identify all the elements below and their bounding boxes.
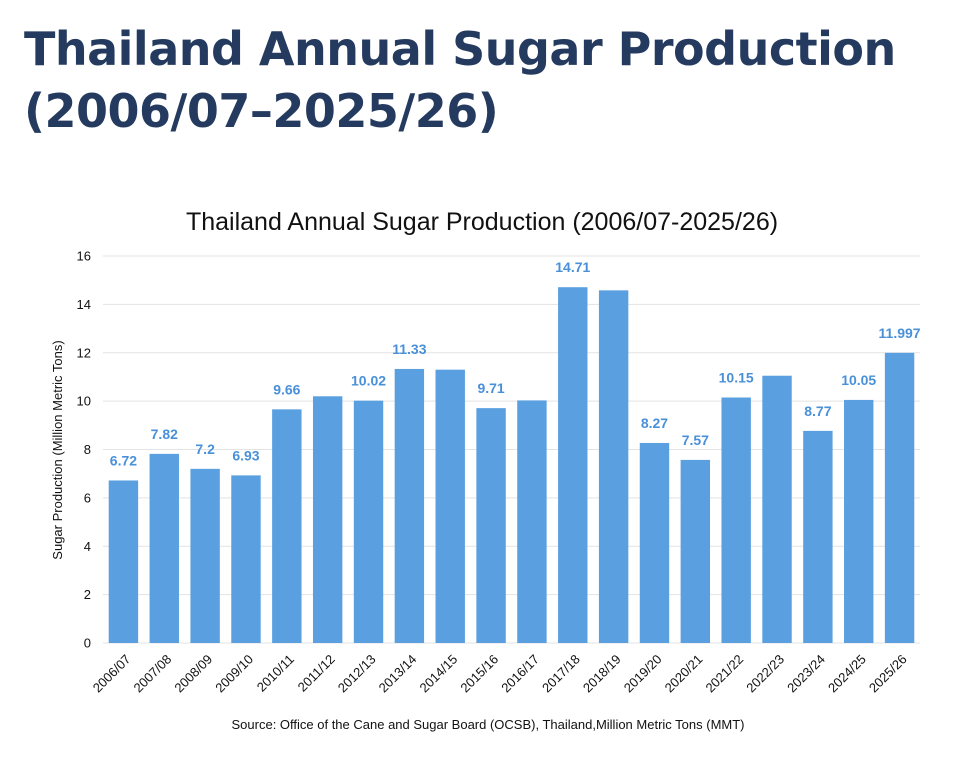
page-heading: Thailand Annual Sugar Production (2006/0… (24, 18, 944, 142)
bar (149, 453, 179, 643)
bar (272, 409, 302, 643)
y-tick-label: 6 (84, 490, 91, 505)
x-tick-label: 2010/11 (254, 652, 297, 695)
bar (680, 459, 711, 643)
x-tick-label: 2017/18 (539, 652, 583, 696)
source-note: Source: Office of the Cane and Sugar Boa… (232, 717, 745, 732)
data-label: 14.71 (555, 259, 590, 275)
data-label: 11.33 (392, 341, 426, 357)
y-axis-ticks: 0 2 4 6 8 10 12 14 16 (77, 249, 91, 651)
page-heading-line1: Thailand Annual Sugar Production (24, 22, 896, 76)
data-label: 11.997 (879, 325, 921, 341)
data-label: 9.71 (477, 380, 504, 396)
gridlines (103, 255, 920, 644)
x-tick-label: 2006/07 (90, 652, 134, 696)
data-label: 8.27 (641, 415, 668, 431)
data-label: 7.57 (682, 432, 709, 448)
y-tick-label: 2 (84, 587, 91, 602)
bar (884, 352, 915, 643)
y-tick-label: 16 (77, 249, 91, 264)
bar (517, 400, 547, 643)
bar (721, 397, 751, 643)
bar (353, 400, 384, 643)
x-tick-label: 2009/10 (212, 652, 256, 696)
bar (639, 442, 670, 643)
x-axis-ticks: 2006/072007/082008/092009/102010/112011/… (90, 652, 910, 696)
y-tick-label: 14 (77, 297, 91, 312)
data-label: 7.2 (195, 441, 215, 457)
x-tick-label: 2008/09 (171, 652, 215, 696)
x-tick-label: 2019/20 (621, 652, 665, 696)
bar (435, 369, 465, 643)
bar (394, 368, 425, 643)
bar (558, 287, 588, 643)
bar (762, 375, 792, 643)
bar (803, 430, 833, 643)
x-tick-label: 2007/08 (131, 652, 175, 696)
y-axis-title: Sugar Production (Million Metric Tons) (50, 340, 65, 559)
x-tick-label: 2015/16 (457, 652, 501, 696)
x-tick-label: 2016/17 (498, 652, 542, 696)
y-tick-label: 12 (77, 345, 91, 360)
x-tick-label: 2012/13 (335, 652, 379, 696)
page-heading-line2: (2006/07–2025/26) (24, 84, 499, 138)
chart-title: Thailand Annual Sugar Production (2006/0… (186, 208, 778, 236)
y-tick-label: 4 (84, 539, 91, 554)
x-tick-label: 2022/23 (743, 652, 787, 696)
data-label: 9.66 (273, 381, 300, 397)
x-tick-label: 2020/21 (662, 652, 706, 696)
bar (231, 475, 261, 643)
data-label: 8.77 (804, 403, 831, 419)
x-tick-label: 2021/22 (702, 652, 746, 696)
data-label: 10.02 (351, 373, 386, 389)
data-label: 6.93 (232, 447, 259, 463)
data-label: 10.15 (719, 369, 754, 385)
y-tick-label: 0 (84, 636, 91, 651)
x-tick-label: 2011/12 (295, 652, 338, 695)
bar (190, 468, 220, 643)
bar (844, 399, 874, 643)
data-label: 6.72 (110, 452, 137, 468)
y-tick-label: 10 (77, 394, 91, 409)
x-tick-label: 2023/24 (784, 652, 828, 696)
x-tick-label: 2018/19 (580, 652, 624, 696)
bar (312, 396, 343, 643)
bar (476, 408, 506, 643)
bars (108, 287, 915, 643)
x-tick-label: 2013/14 (376, 652, 420, 696)
data-labels: 6.72 7.82 7.2 6.93 9.66 10.02 11.33 9.71 14.71 8.… (110, 259, 921, 468)
bar (108, 480, 139, 643)
bar (598, 290, 629, 643)
x-tick-label: 2014/15 (417, 652, 461, 696)
data-label: 7.82 (151, 426, 178, 442)
data-label: 10.05 (841, 372, 876, 388)
x-tick-label: 2024/25 (825, 652, 869, 696)
x-tick-label: 2025/26 (866, 652, 910, 696)
y-tick-label: 8 (84, 442, 91, 457)
